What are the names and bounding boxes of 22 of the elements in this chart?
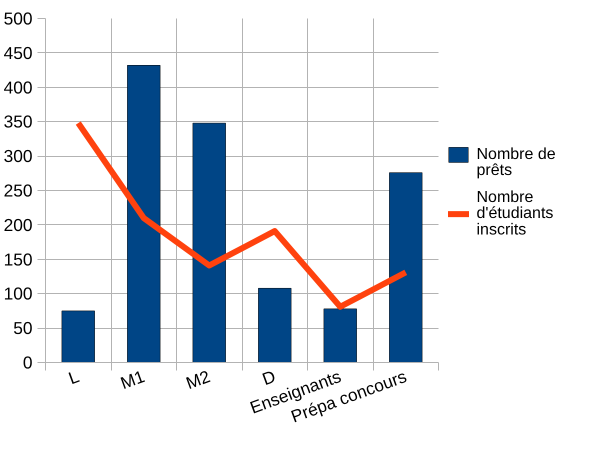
y-tick-label: 150 [4, 249, 33, 270]
legend-label: Nombre de prêts [476, 146, 556, 180]
bar [192, 122, 226, 362]
y-tick-label: 500 [4, 8, 33, 28]
y-tick-label: 100 [4, 284, 33, 304]
y-tick-label: 50 [13, 318, 33, 338]
y-tick-label: 0 [22, 352, 33, 372]
y-tick-label: 450 [4, 42, 33, 63]
bar [389, 172, 422, 362]
x-tick-label: M2 [183, 366, 213, 394]
y-tick-label: 400 [4, 77, 33, 98]
x-tick-label: L [66, 366, 82, 388]
bar [62, 310, 95, 362]
y-tick-label: 250 [4, 180, 33, 200]
y-tick-label: 300 [4, 146, 33, 166]
y-tick-label: 350 [4, 112, 33, 132]
bar [258, 288, 292, 362]
bar [324, 308, 357, 362]
y-tick-label: 200 [4, 214, 33, 235]
bar [127, 65, 160, 362]
x-tick-label: M1 [118, 366, 148, 394]
legend-label: Nombre d'étudiants inscrits [476, 189, 554, 238]
